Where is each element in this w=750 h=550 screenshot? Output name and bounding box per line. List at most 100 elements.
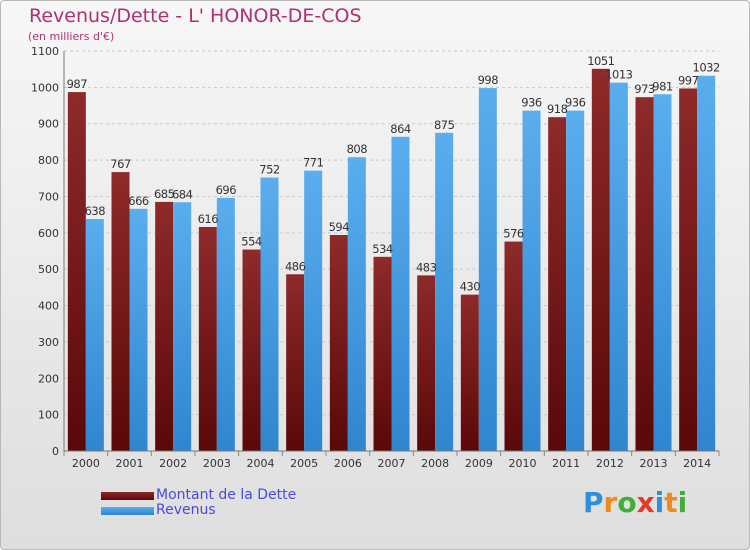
bar-revenus-2003 [216, 197, 235, 451]
bar-dette-2012 [591, 68, 610, 452]
bar-dette-2005 [286, 274, 305, 451]
x-tick-label-2003: 2003 [203, 457, 231, 470]
bar-dette-2014 [679, 88, 698, 452]
chart-title: Revenus/Dette - L' HONOR-DE-COS [29, 5, 362, 27]
bar-dette-2004 [242, 249, 261, 451]
bar-revenus-2006 [347, 157, 366, 451]
data-label-dette-2010: 576 [503, 227, 524, 241]
data-label-revenus-2010: 936 [521, 96, 542, 110]
x-tick-label-2000: 2000 [72, 457, 100, 470]
y-tick-label: 200 [38, 372, 59, 385]
bar-dette-2001 [111, 172, 130, 451]
data-label-revenus-2014: 1032 [693, 61, 720, 75]
bar-dette-2010 [504, 241, 523, 451]
legend-swatch-dette [101, 492, 154, 500]
data-label-dette-2005: 486 [285, 259, 306, 273]
bar-dette-2013 [635, 97, 654, 451]
legend-label-dette: Montant de la Dette [156, 487, 297, 503]
data-label-revenus-2003: 696 [216, 183, 237, 197]
data-label-dette-2009: 430 [460, 280, 481, 294]
data-label-revenus-2006: 808 [347, 142, 368, 156]
proxiti-logo: Proxiti [583, 486, 687, 519]
data-label-dette-2001: 767 [110, 157, 131, 171]
x-tick-label-2005: 2005 [290, 457, 318, 470]
x-tick-label-2011: 2011 [552, 457, 580, 470]
data-label-revenus-2011: 936 [565, 96, 586, 110]
x-tick-label-2010: 2010 [509, 457, 537, 470]
x-tick-label-2013: 2013 [640, 457, 668, 470]
y-tick-label: 1100 [31, 45, 59, 58]
bar-revenus-2014 [697, 75, 716, 452]
data-label-dette-2003: 616 [198, 212, 219, 226]
y-tick-label: 700 [38, 190, 59, 203]
bar-revenus-2001 [129, 208, 148, 451]
data-label-revenus-2007: 864 [390, 122, 411, 136]
data-label-dette-2014: 997 [678, 73, 699, 87]
data-label-revenus-2001: 666 [128, 194, 149, 208]
data-label-dette-2007: 534 [372, 242, 393, 256]
x-tick-label-2002: 2002 [159, 457, 187, 470]
bar-dette-2003 [198, 227, 217, 451]
data-label-dette-2011: 918 [547, 102, 568, 116]
bar-dette-2006 [329, 235, 348, 451]
x-tick-label-2014: 2014 [683, 457, 711, 470]
logo-letter: t [664, 486, 678, 519]
x-tick-label-2004: 2004 [247, 457, 275, 470]
bar-revenus-2012 [609, 82, 628, 452]
bar-revenus-2002 [173, 202, 192, 451]
bar-revenus-2004 [260, 177, 279, 451]
data-label-revenus-2002: 684 [172, 187, 193, 201]
data-label-dette-2008: 483 [416, 260, 437, 274]
logo-letter: r [603, 486, 618, 519]
logo-letter: i [654, 486, 665, 519]
bar-revenus-2000 [85, 219, 104, 451]
bar-dette-2008 [417, 275, 436, 451]
x-tick-label-2007: 2007 [378, 457, 406, 470]
chart-subtitle: (en milliers d'€) [28, 30, 115, 43]
y-tick-label: 600 [38, 227, 59, 240]
x-tick-label-2001: 2001 [116, 457, 144, 470]
y-tick-label: 800 [38, 154, 59, 167]
bar-revenus-2013 [653, 94, 672, 451]
x-tick-label-2012: 2012 [596, 457, 624, 470]
data-label-dette-2004: 554 [241, 235, 262, 249]
y-tick-label: 1000 [31, 81, 59, 94]
bar-revenus-2010 [522, 110, 541, 452]
bar-revenus-2005 [304, 170, 323, 452]
y-tick-label: 400 [38, 300, 59, 313]
x-tick-label-2006: 2006 [334, 457, 362, 470]
bar-revenus-2007 [391, 136, 410, 451]
bar-dette-2002 [155, 201, 174, 451]
bar-dette-2000 [67, 92, 86, 451]
data-label-revenus-2009: 998 [478, 73, 499, 87]
data-label-revenus-2004: 752 [259, 163, 280, 177]
bar-revenus-2009 [478, 88, 497, 451]
bar-dette-2007 [373, 256, 392, 451]
data-label-dette-2006: 594 [329, 220, 350, 234]
data-label-revenus-2013: 981 [652, 79, 673, 93]
logo-letter: P [583, 486, 604, 519]
logo-letter: x [636, 486, 655, 519]
data-label-revenus-2000: 638 [85, 204, 106, 218]
logo-letter: o [617, 486, 637, 519]
data-label-dette-2000: 987 [67, 77, 88, 91]
bar-dette-2011 [548, 117, 567, 451]
x-tick-label-2009: 2009 [465, 457, 493, 470]
logo-letter: i [677, 486, 688, 519]
y-tick-label: 100 [38, 409, 59, 422]
y-tick-label: 500 [38, 263, 59, 276]
data-label-dette-2002: 685 [154, 187, 175, 201]
data-label-dette-2012: 1051 [587, 54, 614, 68]
data-label-revenus-2012: 1013 [605, 68, 632, 82]
y-tick-label: 900 [38, 118, 59, 131]
data-label-dette-2013: 973 [634, 82, 655, 96]
bar-revenus-2008 [435, 132, 454, 451]
legend-label-revenus: Revenus [156, 502, 216, 518]
y-tick-label: 0 [52, 445, 59, 458]
x-tick-label-2008: 2008 [421, 457, 449, 470]
legend-swatch-revenus [101, 507, 154, 515]
data-label-revenus-2005: 771 [303, 156, 324, 170]
bar-revenus-2011 [566, 110, 585, 452]
